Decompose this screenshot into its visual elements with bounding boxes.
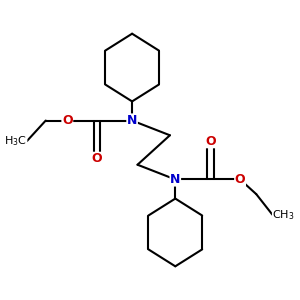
Text: O: O [92, 152, 102, 165]
Text: O: O [205, 135, 216, 148]
Text: N: N [170, 173, 181, 186]
Text: H$_3$C: H$_3$C [4, 134, 27, 148]
Text: CH$_3$: CH$_3$ [272, 208, 295, 222]
Text: N: N [127, 114, 137, 127]
Text: O: O [62, 114, 73, 127]
Text: O: O [235, 173, 245, 186]
